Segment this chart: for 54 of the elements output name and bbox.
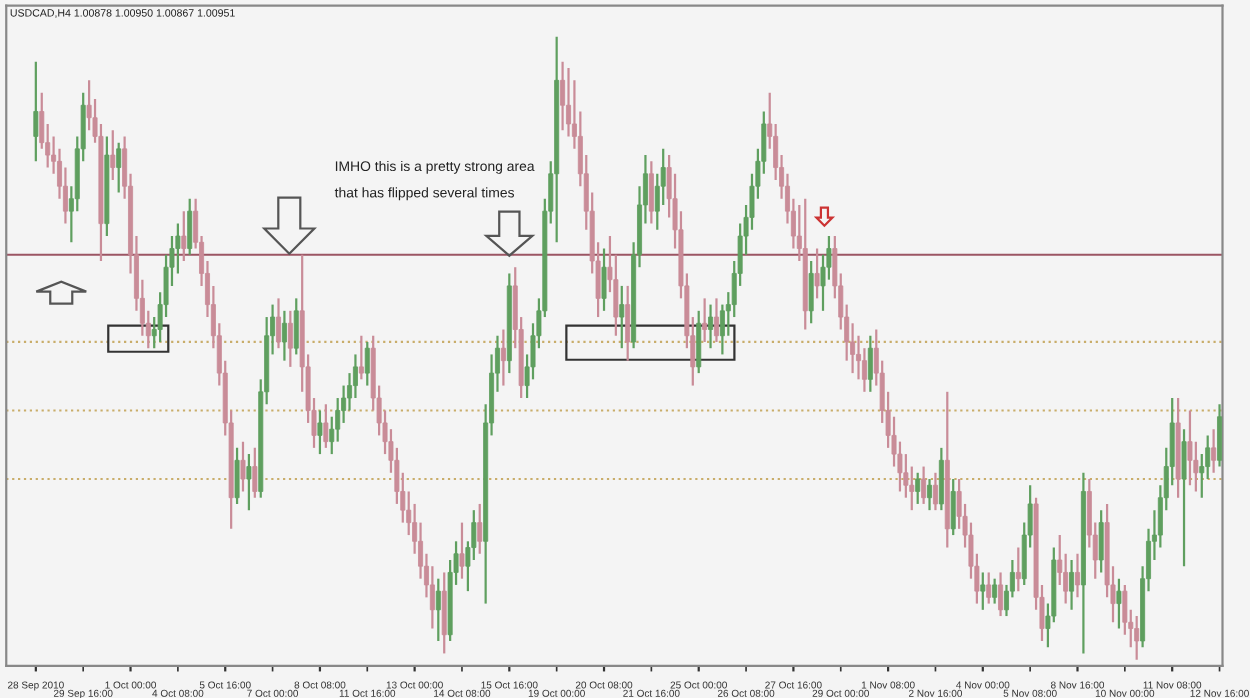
- candlestick: [1187, 409, 1193, 487]
- candlestick: [287, 309, 293, 368]
- candlestick: [116, 141, 122, 194]
- candlestick: [323, 403, 329, 449]
- candlestick: [246, 452, 252, 512]
- candlestick: [980, 571, 986, 611]
- candlestick: [998, 571, 1004, 618]
- candlestick: [619, 284, 625, 350]
- candlestick: [1217, 403, 1223, 468]
- candlestick: [500, 328, 506, 387]
- candlestick: [1116, 577, 1122, 630]
- candlestick: [648, 160, 654, 225]
- candlestick: [986, 571, 992, 605]
- candlestick: [477, 502, 483, 555]
- candlestick: [187, 197, 193, 256]
- candlestick: [808, 259, 814, 325]
- candlestick: [441, 571, 447, 655]
- candlestick: [110, 129, 116, 182]
- candlestick: [708, 303, 714, 350]
- candlestick: [281, 309, 287, 362]
- candlestick: [992, 577, 998, 605]
- candlestick: [713, 297, 719, 344]
- candlestick: [293, 297, 299, 356]
- candlestick: [1211, 428, 1217, 474]
- candlestick: [33, 60, 39, 163]
- candlestick: [435, 577, 441, 643]
- candlestick: [240, 440, 246, 493]
- candlestick: [950, 477, 956, 537]
- candlestick: [1069, 558, 1075, 611]
- candlestick: [560, 60, 566, 132]
- candlestick: [459, 521, 465, 580]
- candlestick: [702, 297, 708, 344]
- candlestick: [317, 409, 323, 456]
- candlestick: [358, 334, 364, 381]
- candlestick: [625, 284, 631, 362]
- candlestick: [181, 210, 187, 263]
- candlestick: [696, 309, 702, 375]
- candlestick: [921, 465, 927, 506]
- candlestick: [932, 471, 938, 512]
- candlestick: [1181, 428, 1187, 568]
- candlestick: [938, 446, 944, 512]
- candlestick: [1134, 614, 1140, 661]
- candlestick: [252, 446, 258, 499]
- candlestick: [1015, 546, 1021, 593]
- candlestick: [1098, 509, 1104, 574]
- candlestick: [1075, 552, 1080, 599]
- candlestick: [234, 446, 240, 506]
- candlestick: [927, 477, 933, 512]
- candlestick: [867, 334, 873, 393]
- candlestick: [364, 340, 370, 387]
- candlestick: [601, 247, 607, 312]
- candlestick: [915, 471, 921, 506]
- candlestick: [276, 297, 281, 350]
- candlestick: [814, 247, 820, 300]
